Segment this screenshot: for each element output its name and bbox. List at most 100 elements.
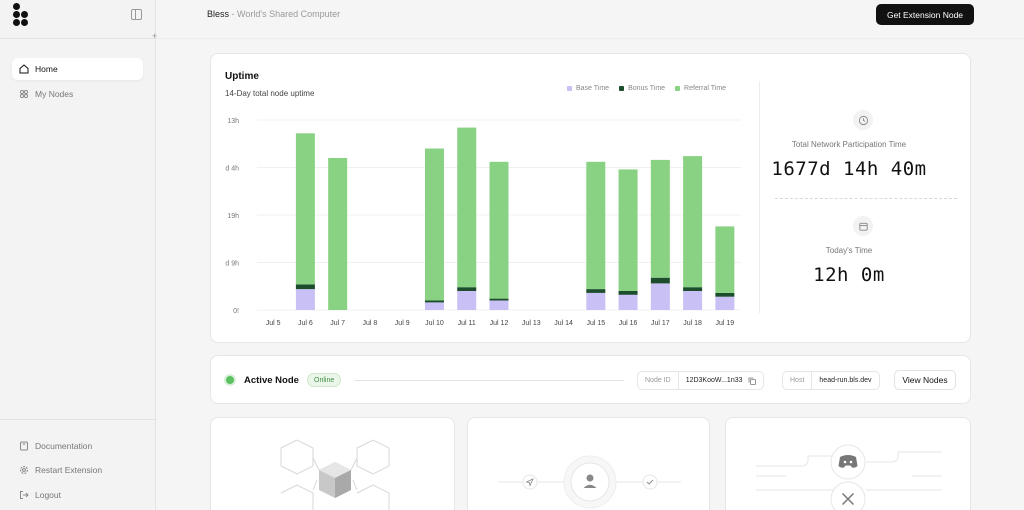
gear-icon	[19, 465, 29, 475]
bar-base-time	[424, 302, 444, 310]
legend-swatch	[567, 86, 572, 91]
bar-referral-time	[457, 127, 477, 288]
x-tick-label: Jul 6	[298, 320, 313, 327]
stats-divider	[759, 81, 760, 313]
cube-network-illustration	[280, 439, 390, 510]
bar-referral-time	[328, 158, 348, 310]
sidebar-item-label: My Nodes	[35, 89, 74, 99]
legend-label: Base Time	[576, 85, 610, 92]
x-tick-label: Jul 10	[425, 320, 444, 327]
nodes-icon	[19, 89, 29, 99]
copy-icon[interactable]	[748, 377, 756, 385]
logout-icon	[19, 490, 29, 500]
total-participation-value: 1677d 14h 40m	[771, 158, 927, 180]
todays-time-value: 12h 0m	[813, 264, 885, 286]
bar-base-time	[489, 300, 509, 310]
stats-dashed-divider	[775, 198, 957, 199]
bless-logo[interactable]	[13, 3, 31, 27]
feature-card-social	[725, 417, 971, 510]
status-badge: Online	[308, 374, 341, 386]
sidebar: + Home My Nodes Documentation Restart Ex…	[0, 0, 158, 510]
x-tick-label: Jul 13	[522, 320, 541, 327]
calendar-icon	[853, 216, 873, 236]
y-tick-label: 19h	[227, 213, 239, 220]
node-id-value: 12D3KooW...1n33	[685, 377, 743, 384]
node-id-value-wrap: 12D3KooW...1n33	[679, 377, 763, 385]
todays-time-label: Today's Time	[825, 246, 873, 255]
bar-base-time	[295, 289, 315, 310]
y-tick-label: 0!	[233, 308, 239, 315]
sidebar-item-logout[interactable]: Logout	[12, 484, 143, 506]
sidebar-item-my-nodes[interactable]: My Nodes	[12, 83, 143, 105]
brand-tagline: - World's Shared Computer	[229, 9, 341, 19]
header-divider	[156, 38, 1024, 39]
clock-icon	[853, 110, 873, 130]
uptime-subtitle: 14-Day total node uptime	[225, 89, 315, 98]
social-links-illustration	[756, 444, 942, 510]
x-tick-label: Jul 9	[395, 320, 410, 327]
home-icon	[19, 64, 29, 74]
x-tick-label: Jul 18	[683, 320, 702, 327]
plus-mark-icon: +	[152, 31, 158, 41]
sidebar-toggle-icon[interactable]	[131, 9, 142, 20]
uptime-title: Uptime	[225, 71, 259, 82]
bar-bonus-time	[457, 287, 477, 291]
view-nodes-button[interactable]: View Nodes	[894, 370, 956, 390]
uptime-card: Uptime 14-Day total node uptime Base Tim…	[210, 53, 971, 343]
feature-card-user	[467, 417, 710, 510]
uptime-bar-chart: 13h d 4h 19h d 9h 0! Jul 5 Jul 6 Jul 7 Jul 8 Jul …	[225, 118, 741, 327]
bar-bonus-time	[295, 284, 315, 290]
node-connector-line	[354, 380, 624, 381]
chart-legend: Base Time Bonus Time Referral Time	[567, 85, 726, 92]
bar-referral-time	[424, 148, 444, 301]
sidebar-item-label: Logout	[35, 490, 61, 500]
y-tick-label: 13h	[227, 118, 239, 125]
legend-label: Bonus Time	[628, 85, 666, 92]
bar-referral-time	[683, 156, 703, 288]
bar-bonus-time	[683, 287, 703, 291]
active-node-card: Active Node Online Node ID 12D3KooW...1n…	[210, 355, 971, 404]
x-tick-label: Jul 15	[586, 320, 605, 327]
x-tick-label: Jul 14	[554, 320, 573, 327]
x-tick-label: Jul 5	[266, 320, 281, 327]
legend-bonus-time: Bonus Time	[619, 85, 665, 92]
bar-referral-time	[489, 161, 509, 299]
bar-bonus-time	[650, 277, 670, 284]
bar-base-time	[715, 296, 735, 310]
book-icon	[19, 441, 29, 451]
brand-name: Bless	[207, 9, 230, 19]
x-tick-label: Jul 11	[458, 320, 476, 327]
active-node-title: Active Node	[244, 375, 299, 386]
bar-bonus-time	[424, 300, 444, 303]
bar-bonus-time	[715, 292, 735, 297]
page-title: Bless - World's Shared Computer	[207, 9, 340, 19]
user-network-illustration	[498, 455, 681, 509]
sidebar-item-home[interactable]: Home	[12, 58, 143, 80]
node-id-label: Node ID	[638, 372, 679, 389]
y-tick-label: d 9h	[225, 261, 239, 268]
legend-base-time: Base Time	[567, 85, 609, 92]
bar-referral-time	[295, 133, 315, 285]
bar-base-time	[683, 291, 703, 310]
bar-bonus-time	[618, 291, 638, 295]
sidebar-item-label: Restart Extension	[35, 465, 103, 475]
bar-base-time	[457, 291, 477, 310]
sidebar-item-label: Documentation	[35, 441, 93, 451]
host-field: Host head-run.bls.dev	[782, 371, 880, 390]
bar-referral-time	[715, 226, 735, 293]
bar-bonus-time	[489, 298, 509, 301]
sidebar-item-restart-extension[interactable]: Restart Extension	[12, 459, 143, 481]
x-tick-label: Jul 12	[490, 320, 509, 327]
feature-card-compute	[210, 417, 455, 510]
x-tick-label: Jul 19	[716, 320, 735, 327]
total-participation-label: Total Network Participation Time	[791, 140, 907, 149]
sidebar-item-documentation[interactable]: Documentation	[12, 435, 143, 457]
x-tick-label: Jul 17	[651, 320, 670, 327]
node-id-field: Node ID 12D3KooW...1n33	[637, 371, 764, 390]
host-label: Host	[783, 372, 813, 389]
get-extension-node-button[interactable]: Get Extension Node	[876, 4, 974, 25]
sidebar-bottom-divider	[0, 419, 156, 420]
legend-label: Referral Time	[684, 85, 727, 92]
bar-referral-time	[618, 169, 638, 291]
bar-base-time	[650, 283, 670, 310]
